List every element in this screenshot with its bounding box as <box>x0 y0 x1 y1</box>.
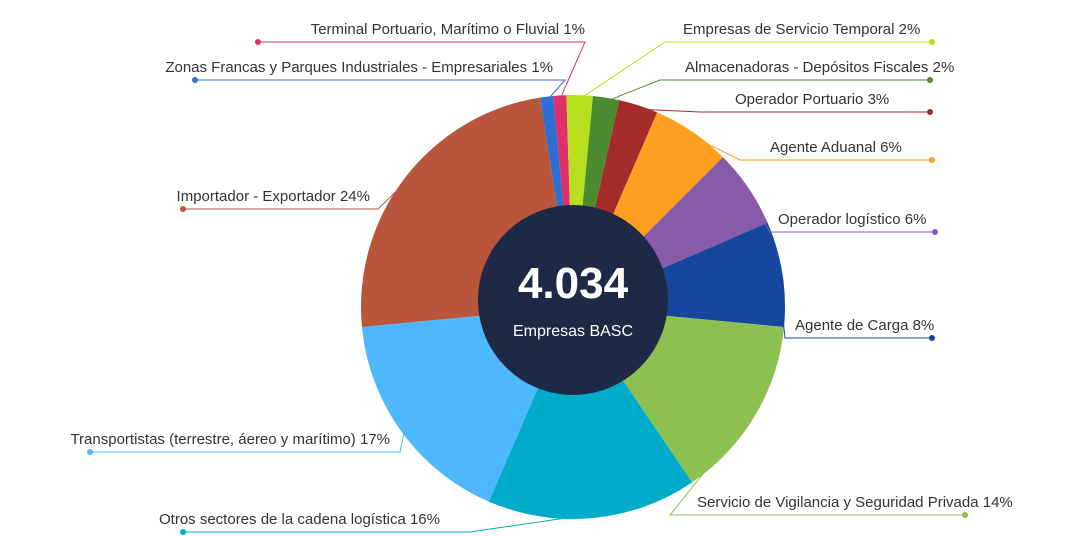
slice-label: Otros sectores de la cadena logística 16… <box>159 511 440 528</box>
leader-dot <box>255 39 261 45</box>
value-label: 17% <box>360 431 390 448</box>
category-name: Operador logístico <box>778 211 901 228</box>
slice-label: Operador logístico 6% <box>778 211 926 228</box>
category-name: Transportistas (terrestre, áereo y marít… <box>70 431 355 448</box>
leader-dot <box>932 229 938 235</box>
leader-dot <box>180 529 186 535</box>
leader-line <box>183 179 409 210</box>
slice-label: Zonas Francas y Parques Industriales - E… <box>165 59 553 76</box>
leader-line <box>777 274 932 339</box>
leader-dot <box>929 157 935 163</box>
slice-label: Almacenadoras - Depósitos Fiscales 2% <box>685 59 954 76</box>
category-name: Zonas Francas y Parques Industriales - E… <box>165 59 527 76</box>
category-name: Almacenadoras - Depósitos Fiscales <box>685 59 928 76</box>
slice-label: Agente de Carga 8% <box>795 317 934 334</box>
leader-line <box>195 79 567 101</box>
leader-dot <box>929 335 935 341</box>
category-name: Servicio de Vigilancia y Seguridad Priva… <box>697 494 979 511</box>
leader-dot <box>962 512 968 518</box>
center-label: Empresas BASC <box>513 323 633 340</box>
slice-label: Agente Aduanal 6% <box>770 139 902 156</box>
slice-label: Servicio de Vigilancia y Seguridad Priva… <box>697 494 1013 511</box>
value-label: 1% <box>563 21 585 38</box>
value-label: 2% <box>933 59 955 76</box>
value-label: 6% <box>905 211 927 228</box>
leader-dot <box>927 109 933 115</box>
labels: Zonas Francas y Parques Industriales - E… <box>70 21 1013 535</box>
center-value: 4.034 <box>518 259 629 308</box>
category-name: Otros sectores de la cadena logística <box>159 511 406 528</box>
leader-line <box>637 108 930 113</box>
leader-line <box>579 41 932 100</box>
category-name: Agente Aduanal <box>770 139 876 156</box>
value-label: 1% <box>531 59 553 76</box>
value-label: 2% <box>899 21 921 38</box>
value-label: 24% <box>340 188 370 205</box>
leader-dot <box>180 206 186 212</box>
leader-dot <box>929 39 935 45</box>
value-label: 16% <box>410 511 440 528</box>
value-label: 3% <box>868 91 890 108</box>
leader-line <box>605 79 930 103</box>
leader-line <box>183 513 593 533</box>
slice <box>488 307 693 519</box>
slice-label: Operador Portuario 3% <box>735 91 889 108</box>
category-name: Operador Portuario <box>735 91 863 108</box>
slice-label: Empresas de Servicio Temporal 2% <box>683 21 920 38</box>
leader-line <box>689 134 932 161</box>
leader-line <box>668 412 965 516</box>
slice-label: Transportistas (terrestre, áereo y marít… <box>70 431 390 448</box>
value-label: 14% <box>983 494 1013 511</box>
center-circle <box>478 205 668 395</box>
category-name: Terminal Portuario, Marítimo o Fluvial <box>311 21 559 38</box>
leader-dot <box>87 449 93 455</box>
slice-label: Terminal Portuario, Marítimo o Fluvial 1… <box>311 21 585 38</box>
leader-dot <box>927 77 933 83</box>
leader-line <box>90 429 406 453</box>
value-label: 6% <box>880 139 902 156</box>
leader-line <box>258 41 586 100</box>
category-name: Empresas de Servicio Temporal <box>683 21 894 38</box>
leader-line <box>744 189 935 233</box>
value-label: 8% <box>913 317 935 334</box>
slice-label: Importador - Exportador 24% <box>177 188 370 205</box>
category-name: Agente de Carga <box>795 317 909 334</box>
category-name: Importador - Exportador <box>177 188 336 205</box>
leader-dot <box>192 77 198 83</box>
